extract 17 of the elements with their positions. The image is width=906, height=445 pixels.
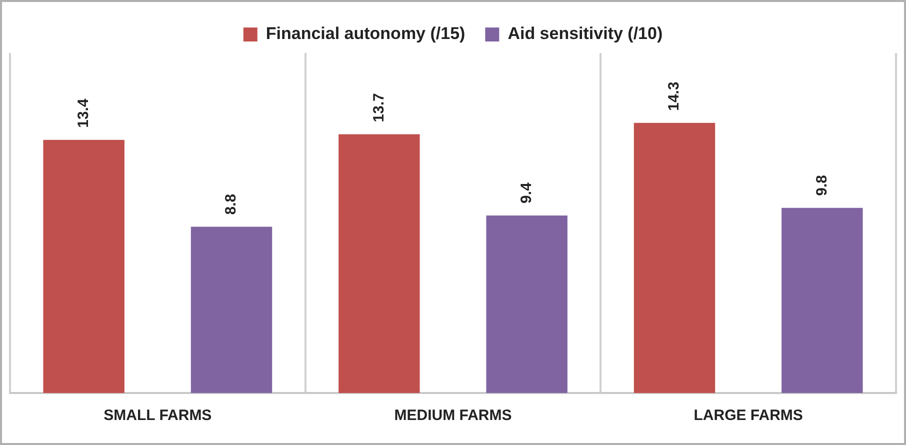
data-label: 13.4: [74, 98, 92, 128]
data-label: 14.3: [666, 82, 683, 111]
bar: [338, 134, 420, 393]
data-label: 8.8: [222, 194, 240, 215]
bar: [486, 215, 568, 393]
data-label: 9.8: [813, 175, 830, 196]
bar: [190, 226, 272, 393]
bar: [634, 122, 716, 393]
bar: [43, 140, 124, 393]
legend-label: Financial autonomy (/15): [266, 24, 466, 44]
x-tick-label: LARGE FARMS: [694, 407, 803, 424]
data-label: 9.4: [518, 182, 535, 204]
legend-label: Aid sensitivity (/10): [508, 24, 663, 44]
x-tick-label: SMALL FARMS: [104, 407, 212, 424]
bar: [782, 208, 863, 393]
x-tick-label: MEDIUM FARMS: [394, 407, 512, 424]
data-label: 13.7: [370, 93, 388, 122]
